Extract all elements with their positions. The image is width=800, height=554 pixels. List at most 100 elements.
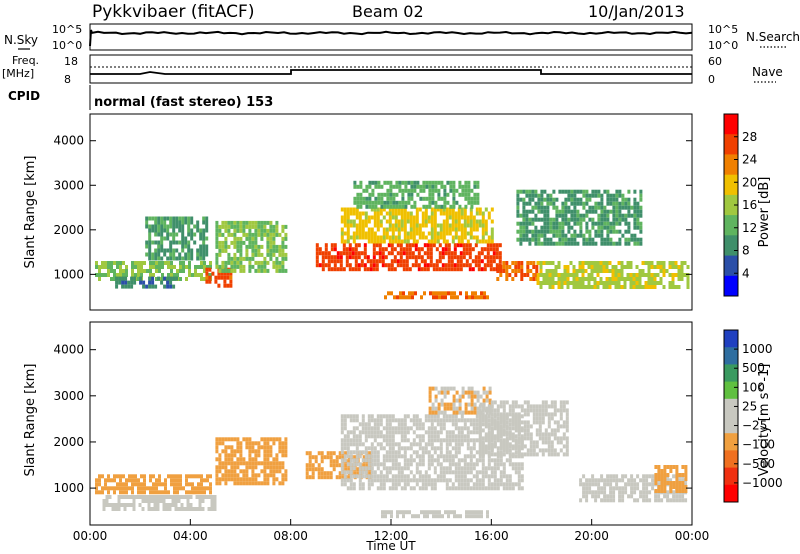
heatmap-cell-band-6 — [454, 219, 458, 224]
heatmap-cell-band-5 — [318, 263, 322, 268]
heatmap-cell-band-9 — [630, 213, 634, 218]
heatmap-cell-band-4 — [382, 486, 386, 491]
heatmap-cell-band-5 — [440, 410, 444, 415]
heatmap-cell-band-6 — [565, 428, 569, 433]
heatmap-cell-band-9 — [549, 221, 553, 226]
heatmap-cell-band-2 — [245, 465, 249, 470]
heatmap-cell-band-4 — [340, 438, 344, 443]
heatmap-cell-band-5 — [450, 255, 454, 260]
heatmap-cell-band-4 — [448, 454, 452, 459]
heatmap-cell-band-1 — [115, 276, 119, 281]
heatmap-cell-band-2 — [254, 457, 258, 462]
heatmap-cell-band-5 — [432, 263, 436, 268]
heatmap-cell-band-0 — [122, 490, 125, 495]
heatmap-cell-band-0 — [206, 486, 209, 491]
heatmap-cell-band-10 — [647, 261, 651, 265]
heatmap-cell-band-2 — [269, 445, 273, 450]
heatmap-cell-band-8 — [502, 265, 506, 269]
heatmap-cell-band-6 — [538, 432, 542, 437]
heatmap-cell-band-6 — [346, 235, 350, 240]
heatmap-cell-band-6 — [406, 231, 410, 236]
heatmap-cell-band-4 — [520, 478, 524, 483]
heatmap-cell-band-6 — [436, 239, 440, 244]
heatmap-cell-band-5 — [465, 243, 469, 248]
heatmap-cell-band-6 — [547, 448, 551, 453]
heatmap-cell-band-4 — [169, 224, 173, 229]
heatmap-cell-band-9 — [432, 510, 435, 515]
heatmap-cell-band-9 — [516, 193, 520, 198]
heatmap-cell-band-6 — [517, 448, 521, 453]
heatmap-cell-band-6 — [544, 448, 548, 453]
heatmap-cell-band-8 — [663, 477, 667, 481]
heatmap-cell-band-7 — [657, 482, 661, 487]
heatmap-cell-band-9 — [549, 201, 553, 206]
heatmap-cell-band-4 — [427, 462, 431, 467]
heatmap-cell-band-3 — [215, 264, 219, 269]
heatmap-cell-band-8 — [532, 277, 536, 281]
heatmap-cell-band-6 — [496, 424, 500, 429]
heatmap-cell-band-2 — [217, 275, 221, 280]
heatmap-cell-band-10 — [680, 261, 684, 265]
heatmap-cell-band-4 — [424, 474, 428, 479]
heatmap-cell-band-9 — [621, 201, 625, 206]
heatmap-cell-band-6 — [379, 211, 383, 216]
heatmap-cell-band-9 — [606, 213, 610, 218]
heatmap-cell-band-4 — [451, 486, 455, 491]
heatmap-cell-band-7 — [428, 180, 432, 185]
heatmap-cell-band-6 — [445, 231, 449, 236]
heatmap-cell-band-4 — [469, 446, 473, 451]
heatmap-cell-band-4 — [421, 422, 425, 427]
heatmap-cell-band-5 — [447, 251, 451, 256]
heatmap-cell-band-9 — [585, 225, 589, 230]
heatmap-cell-band-7 — [615, 486, 619, 491]
heatmap-cell-band-4 — [190, 220, 194, 225]
heatmap-cell-band-4 — [469, 454, 473, 459]
heatmap-cell-band-3 — [263, 220, 267, 225]
heatmap-cell-band-10 — [551, 281, 555, 285]
heatmap-cell-band-2 — [278, 437, 282, 442]
heatmap-cell-band-3 — [239, 244, 243, 249]
heatmap-cell-band-4 — [370, 458, 374, 463]
heatmap-cell-band-9 — [522, 209, 526, 214]
heatmap-cell-band-4 — [487, 414, 491, 419]
heatmap-cell-band-4 — [388, 438, 392, 443]
heatmap-cell-band-4 — [169, 216, 173, 221]
heatmap-cell-band-2 — [248, 461, 252, 466]
heatmap-cell-band-0 — [107, 478, 110, 483]
heatmap-cell-band-7 — [612, 494, 616, 499]
heatmap-cell-band-4 — [517, 474, 521, 479]
heatmap-cell-band-2 — [205, 275, 209, 280]
heatmap-cell-band-0 — [155, 482, 158, 487]
heatmap-cell-band-4 — [394, 474, 398, 479]
heatmap-cell-band-5 — [492, 243, 496, 248]
heatmap-cell-band-1 — [162, 507, 166, 511]
heatmap-cell-band-4 — [472, 446, 476, 451]
heatmap-cell-band-3 — [215, 256, 219, 261]
heatmap-cell-band-6 — [442, 227, 446, 232]
heatmap-cell-band-0 — [155, 490, 158, 495]
heatmap-cell-band-9 — [534, 217, 538, 222]
heatmap-cell-band-4 — [505, 482, 509, 487]
heatmap-cell-band-11 — [477, 295, 480, 300]
heatmap-cell-band-6 — [433, 231, 437, 236]
heatmap-cell-band-10 — [572, 269, 576, 273]
heatmap-cell-band-0 — [173, 273, 176, 277]
heatmap-cell-band-3 — [248, 236, 252, 241]
heatmap-cell-band-6 — [481, 235, 485, 240]
heatmap-cell-band-8 — [535, 265, 539, 269]
heatmap-cell-band-9 — [612, 225, 616, 230]
heatmap-cell-band-4 — [349, 414, 353, 419]
heatmap-cell-band-4 — [514, 482, 518, 487]
heatmap-cell-band-5 — [381, 247, 385, 252]
heatmap-cell-band-5 — [330, 267, 334, 272]
heatmap-cell-band-3 — [338, 451, 342, 456]
heatmap-cell-band-4 — [355, 458, 359, 463]
heatmap-cell-band-9 — [588, 209, 592, 214]
heatmap-cell-band-3 — [311, 475, 315, 480]
heatmap-cell-band-4 — [181, 232, 185, 237]
heatmap-cell-band-6 — [484, 420, 488, 425]
heatmap-cell-band-6 — [448, 231, 452, 236]
heatmap-cell-band-5 — [384, 247, 388, 252]
heatmap-cell-band-6 — [496, 416, 500, 421]
heatmap-cell-band-5 — [336, 255, 340, 260]
